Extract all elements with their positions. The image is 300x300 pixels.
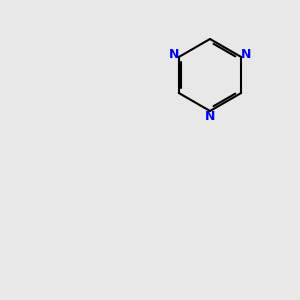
Text: N: N (241, 47, 252, 61)
Text: N: N (168, 47, 179, 61)
Text: N: N (205, 110, 215, 124)
